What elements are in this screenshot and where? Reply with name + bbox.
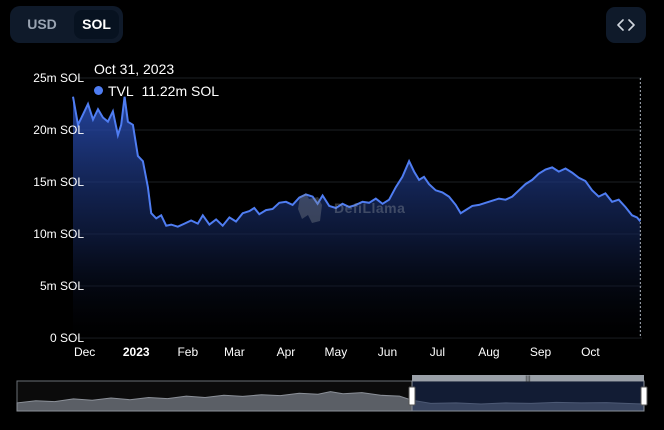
tooltip-series-name: TVL [108,83,134,99]
tooltip-row: TVL 11.22m SOL [94,83,219,99]
tvl-line [72,96,642,228]
embed-code-button[interactable] [606,7,646,43]
currency-toggle: USD SOL [10,6,123,43]
tooltip-date: Oct 31, 2023 [94,61,175,77]
sol-toggle-button[interactable]: SOL [74,10,119,39]
y-tick-label: 25m SOL [33,71,84,85]
x-tick-label: Jul [430,345,445,359]
x-tick-label: Aug [478,345,499,359]
x-tick-label: 2023 [123,345,150,359]
llama-logo-icon [298,193,322,223]
x-tick-label: Dec [74,345,95,359]
overview-drag-bar[interactable] [412,375,644,381]
y-tick-label: 0 SOL [50,331,84,345]
watermark-text: DefiLlama [334,200,406,216]
y-tick-label: 10m SOL [33,227,84,241]
y-tick-label: 20m SOL [33,123,84,137]
overview-selected-range[interactable] [411,380,645,412]
code-brackets-icon [617,19,635,31]
overview-grip-icon: ||| [525,376,531,383]
x-tick-label: Sep [530,345,552,359]
y-tick-label: 5m SOL [40,279,84,293]
x-tick-label: Jun [378,345,397,359]
x-tick-label: May [325,345,348,359]
defillama-watermark: DefiLlama [296,189,446,229]
overview-left-handle[interactable] [408,386,416,406]
overview-right-handle[interactable] [640,386,648,406]
x-tick-label: Oct [581,345,600,359]
tooltip-value: 11.22m SOL [141,83,220,99]
tooltip-series-dot [94,86,103,95]
usd-toggle-button[interactable]: USD [27,16,57,32]
y-tick-label: 15m SOL [33,175,84,189]
x-tick-label: Feb [177,345,198,359]
x-tick-label: Apr [277,345,296,359]
x-tick-label: Mar [224,345,245,359]
tvl-area [73,96,641,338]
